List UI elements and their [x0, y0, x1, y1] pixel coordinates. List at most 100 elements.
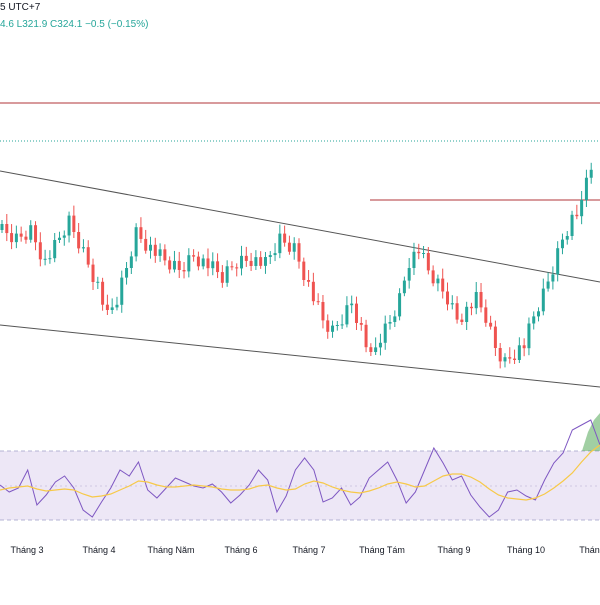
candle[interactable] [441, 278, 445, 292]
candle[interactable] [541, 288, 545, 312]
candle[interactable] [192, 255, 196, 257]
candle[interactable] [206, 258, 210, 269]
candle[interactable] [417, 251, 421, 254]
candle[interactable] [398, 293, 402, 317]
candle[interactable] [244, 255, 248, 261]
candle[interactable] [57, 237, 61, 240]
candle[interactable] [556, 248, 560, 275]
candle[interactable] [177, 260, 181, 270]
candle[interactable] [513, 358, 517, 360]
candle[interactable] [498, 348, 502, 362]
candle[interactable] [446, 291, 449, 305]
candle[interactable] [14, 233, 18, 243]
candle[interactable] [115, 304, 119, 308]
candle[interactable] [105, 304, 109, 310]
candle[interactable] [67, 215, 71, 236]
candle[interactable] [196, 256, 200, 267]
candle[interactable] [589, 169, 593, 178]
candle[interactable] [335, 325, 339, 326]
candle[interactable] [565, 236, 569, 240]
candle[interactable] [125, 268, 129, 278]
candle[interactable] [354, 303, 358, 323]
candle[interactable] [546, 281, 550, 289]
candle[interactable] [402, 280, 406, 294]
candle[interactable] [374, 347, 378, 352]
candle[interactable] [110, 307, 114, 310]
candle[interactable] [163, 249, 167, 261]
candle[interactable] [225, 266, 229, 283]
candle[interactable] [465, 306, 469, 322]
candle[interactable] [172, 260, 176, 270]
candle[interactable] [34, 225, 38, 243]
candle[interactable] [29, 225, 33, 240]
candle[interactable] [580, 200, 584, 217]
candle[interactable] [129, 256, 133, 268]
candle[interactable] [426, 253, 430, 271]
candle[interactable] [326, 320, 330, 332]
candle[interactable] [484, 307, 488, 323]
candle[interactable] [220, 272, 224, 283]
candle[interactable] [431, 270, 435, 284]
candle[interactable] [292, 243, 296, 252]
candle[interactable] [474, 292, 478, 309]
candle[interactable] [230, 266, 234, 268]
candle[interactable] [283, 233, 287, 243]
candle[interactable] [570, 214, 574, 236]
candle[interactable] [436, 278, 440, 284]
candle[interactable] [527, 323, 531, 349]
candle[interactable] [460, 319, 464, 322]
candle[interactable] [168, 260, 172, 270]
candle[interactable] [297, 243, 301, 262]
candle[interactable] [469, 306, 473, 309]
candle[interactable] [532, 316, 536, 324]
candle[interactable] [273, 253, 277, 256]
candle[interactable] [259, 257, 263, 266]
candle[interactable] [149, 244, 152, 251]
candle[interactable] [81, 247, 85, 249]
candle[interactable] [407, 268, 411, 281]
candle[interactable] [182, 270, 186, 272]
candle[interactable] [493, 326, 497, 348]
candle[interactable] [479, 292, 483, 308]
candle[interactable] [345, 305, 349, 325]
candle[interactable] [240, 255, 244, 269]
candle[interactable] [254, 257, 258, 266]
candle[interactable] [72, 215, 76, 232]
candle[interactable] [359, 323, 363, 325]
candle[interactable] [211, 261, 215, 269]
candle[interactable] [249, 260, 253, 266]
candle[interactable] [393, 316, 397, 322]
candle[interactable] [5, 224, 9, 234]
candle[interactable] [350, 303, 354, 306]
candle[interactable] [86, 247, 90, 265]
candle[interactable] [10, 233, 14, 243]
candle[interactable] [187, 255, 191, 272]
candle[interactable] [378, 342, 382, 348]
candle[interactable] [450, 303, 454, 305]
candle[interactable] [388, 322, 392, 324]
candle[interactable] [412, 251, 416, 268]
candle[interactable] [158, 249, 162, 256]
candle[interactable] [517, 345, 521, 360]
candle[interactable] [24, 236, 28, 240]
candle[interactable] [38, 242, 42, 260]
candle[interactable] [331, 325, 335, 332]
candle[interactable] [101, 281, 105, 305]
candle[interactable] [321, 302, 325, 321]
candle[interactable] [139, 227, 143, 239]
candle[interactable] [287, 242, 291, 252]
candle[interactable] [91, 264, 95, 282]
candle[interactable] [0, 224, 4, 230]
candle[interactable] [340, 324, 344, 326]
candle[interactable] [489, 322, 493, 327]
candle[interactable] [508, 357, 512, 359]
candle[interactable] [584, 177, 588, 200]
candle[interactable] [307, 280, 311, 282]
candle[interactable] [311, 281, 315, 302]
candle[interactable] [134, 227, 138, 257]
candle[interactable] [53, 240, 57, 259]
candle[interactable] [153, 244, 157, 256]
candle[interactable] [364, 324, 368, 348]
candle[interactable] [263, 257, 267, 266]
candle[interactable] [316, 301, 320, 303]
